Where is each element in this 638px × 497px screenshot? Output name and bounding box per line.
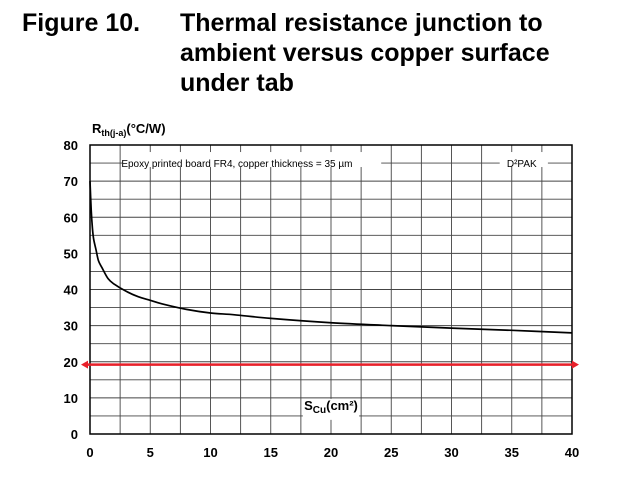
package-box: D²PAK: [499, 152, 548, 170]
x-tick-label: 25: [384, 445, 398, 460]
x-tick-label: 35: [505, 445, 519, 460]
x-axis-title-sub: Cu: [313, 405, 326, 416]
y-tick-label: 10: [64, 391, 78, 406]
x-axis-title: SCu(cm²): [304, 398, 358, 416]
y-axis-title: Rth(j-a)(°C/W): [92, 121, 166, 138]
series-line: [89, 181, 573, 334]
chart-grid: [90, 145, 572, 434]
y-tick-label: 70: [64, 174, 78, 189]
reference-line-right-marker: [572, 360, 579, 369]
x-tick-label: 40: [565, 445, 579, 460]
condition-box: Epoxy printed board FR4, copper thicknes…: [121, 152, 382, 170]
x-tick-label: 30: [444, 445, 458, 460]
y-axis-title-unit: (°C/W): [126, 121, 165, 136]
x-axis-title-box: SCu(cm²): [302, 398, 360, 420]
x-tick-labels: 0 5 10 15 20 25 30 35 40: [86, 445, 579, 460]
x-tick-label: 10: [203, 445, 217, 460]
x-tick-label: 5: [147, 445, 154, 460]
x-axis-title-main: S: [304, 398, 313, 413]
y-axis-title-sub: th(j-a): [101, 128, 126, 138]
condition-box-bg: [122, 152, 382, 168]
x-axis-title-unit: (cm²): [326, 398, 358, 413]
package-box-bg: [499, 152, 548, 168]
y-tick-label: 40: [64, 283, 78, 298]
y-axis-title-main: R: [92, 121, 102, 136]
package-annotation: D²PAK: [507, 159, 537, 170]
x-axis-title-bg: [302, 398, 360, 420]
x-tick-label: 15: [264, 445, 278, 460]
plot-frame: [89, 144, 573, 435]
x-tick-label: 0: [86, 445, 93, 460]
y-tick-labels: 0 10 20 30 40 50 60 70 80: [64, 138, 78, 442]
reference-line-left-marker: [81, 360, 88, 369]
y-tick-label: 50: [64, 246, 78, 261]
y-tick-label: 80: [64, 138, 78, 153]
figure-title: Thermal resistance junction to ambient v…: [180, 9, 550, 97]
reference-line-group: [81, 360, 579, 369]
y-tick-label: 60: [64, 210, 78, 225]
y-tick-label: 0: [71, 427, 78, 442]
y-tick-label: 30: [64, 319, 78, 334]
condition-annotation: Epoxy printed board FR4, copper thicknes…: [121, 159, 352, 170]
y-tick-label: 20: [64, 355, 78, 370]
x-tick-label: 20: [324, 445, 338, 460]
figure-label: Figure 10.: [22, 9, 141, 37]
